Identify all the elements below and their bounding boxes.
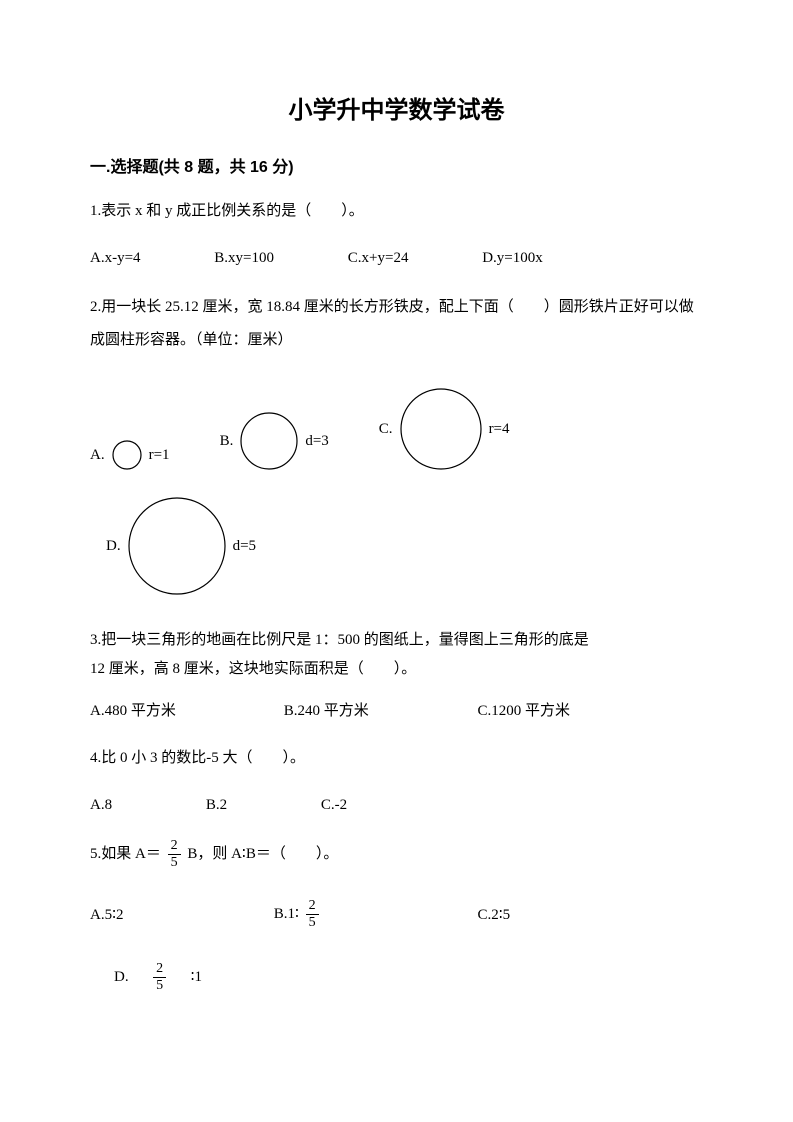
q3-line1: 3.把一块三角形的地画在比例尺是 1：500 的图纸上，量得图上三角形的底是 xyxy=(90,632,589,648)
question-5: 5.如果 A＝ 2 5 B，则 A∶B＝（ ）。 xyxy=(90,838,703,871)
circle-icon-c xyxy=(399,387,483,471)
q5-frac1-den: 5 xyxy=(168,855,181,870)
page-title: 小学升中学数学试卷 xyxy=(90,90,703,125)
q2-d-desc: d=5 xyxy=(233,538,256,555)
q2-a-label: A. xyxy=(90,447,105,464)
question-2-options-row1: A. r=1 B. d=3 C. r=4 xyxy=(90,387,703,471)
q1-option-a: A.x-y=4 xyxy=(90,242,141,275)
q1-option-d: D.y=100x xyxy=(482,242,543,275)
q4-option-c: C.-2 xyxy=(321,789,347,822)
q5-fraction-1: 2 5 xyxy=(168,839,181,870)
q5-frac1-num: 2 xyxy=(168,839,181,855)
q3-option-c: C.1200 平方米 xyxy=(478,699,571,720)
question-3: 3.把一块三角形的地画在比例尺是 1：500 的图纸上，量得图上三角形的底是 1… xyxy=(90,626,703,683)
q5-b-num: 2 xyxy=(306,899,319,915)
q1-option-c: C.x+y=24 xyxy=(348,242,409,275)
q1-option-b: B.xy=100 xyxy=(214,242,274,275)
question-1-options: A.x-y=4 B.xy=100 C.x+y=24 D.y=100x xyxy=(90,242,703,275)
q2-c-label: C. xyxy=(379,421,393,438)
q5-d-suffix: ∶1 xyxy=(191,969,202,985)
q3-option-a: A.480 平方米 xyxy=(90,699,280,720)
q2-option-d: D. d=5 xyxy=(106,496,703,596)
question-1: 1.表示 x 和 y 成正比例关系的是（ ）。 xyxy=(90,195,703,228)
q2-b-desc: d=3 xyxy=(305,433,328,450)
q4-option-a: A.8 xyxy=(90,789,112,822)
q5-d-num: 2 xyxy=(153,962,166,978)
question-2: 2.用一块长 25.12 厘米，宽 18.84 厘米的长方形铁皮，配上下面（ ）… xyxy=(90,291,703,357)
q5-b-den: 5 xyxy=(306,915,319,930)
question-5-options: A.5∶2 B.1∶ 2 5 C.2∶5 xyxy=(90,899,703,930)
q5-option-a: A.5∶2 xyxy=(90,905,270,924)
q5-option-d: D. 2 5 ∶1 xyxy=(114,962,703,993)
q2-c-desc: r=4 xyxy=(489,421,510,438)
question-4-options: A.8 B.2 C.-2 xyxy=(90,789,703,822)
q3-option-b: B.240 平方米 xyxy=(284,699,474,720)
q5-option-b: B.1∶ 2 5 xyxy=(274,899,474,930)
q5-prefix: 5.如果 A＝ xyxy=(90,846,161,862)
question-3-options: A.480 平方米 B.240 平方米 C.1200 平方米 xyxy=(90,699,703,720)
q5-d-den: 5 xyxy=(153,978,166,993)
section-header: 一.选择题(共 8 题，共 16 分) xyxy=(90,153,703,177)
question-4: 4.比 0 小 3 的数比-5 大（ ）。 xyxy=(90,742,703,775)
circle-icon-b xyxy=(239,411,299,471)
q5-d-fraction: 2 5 xyxy=(153,962,166,993)
q5-b-prefix: B.1∶ xyxy=(274,906,299,922)
q2-option-b: B. d=3 xyxy=(220,411,329,471)
circle-icon-a xyxy=(111,439,143,471)
q2-option-a: A. r=1 xyxy=(90,439,170,471)
q2-d-label: D. xyxy=(106,538,121,555)
q5-suffix: B，则 A∶B＝（ ）。 xyxy=(187,846,338,862)
circle-icon-d xyxy=(127,496,227,596)
q5-option-c: C.2∶5 xyxy=(478,905,511,924)
q3-line2: 12 厘米，高 8 厘米，这块地实际面积是（ ）。 xyxy=(90,661,416,677)
q2-b-label: B. xyxy=(220,433,234,450)
q2-a-desc: r=1 xyxy=(149,447,170,464)
q4-option-b: B.2 xyxy=(206,789,227,822)
q2-option-c: C. r=4 xyxy=(379,387,510,471)
q5-d-prefix: D. xyxy=(114,969,129,985)
q5-b-fraction: 2 5 xyxy=(306,899,319,930)
